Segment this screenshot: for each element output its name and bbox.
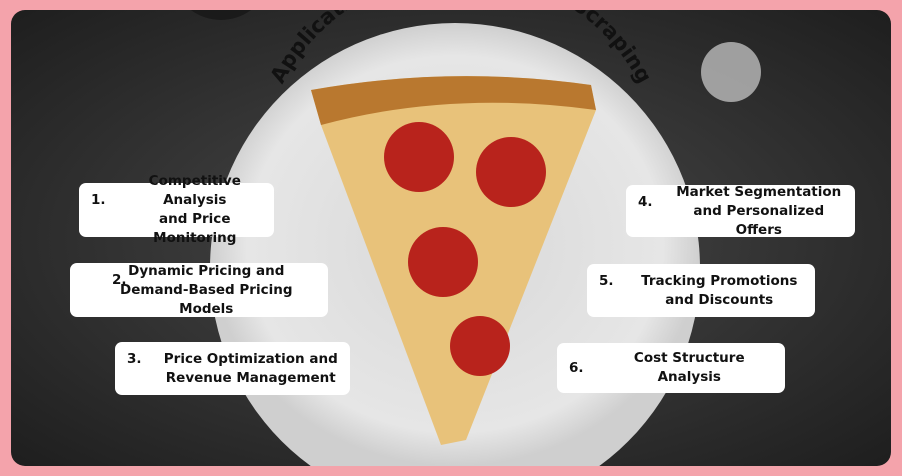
item-card-6: 6. Cost Structure Analysis (557, 343, 785, 393)
item-number: 4. (638, 194, 653, 210)
item-card-1: 1. Competitive Analysis and Price Monitor… (79, 173, 274, 246)
item-number: 2. (112, 272, 127, 288)
item-text: Price Optimization and Revenue Management (164, 350, 338, 388)
item-card-2: 2. Dynamic Pricing and Demand-Based Prici… (70, 263, 328, 317)
item-number: 6. (569, 359, 584, 376)
item-text: Cost Structure Analysis (606, 349, 773, 387)
item-line: and Personalized Offers (693, 202, 825, 238)
item-card-4: 4. Market Segmentation and Personalized O… (626, 183, 855, 240)
item-number: 3. (127, 351, 142, 367)
item-card-5: 5. Tracking Promotions and Discounts (587, 264, 815, 317)
item-line: and Price Monitoring (153, 211, 237, 246)
item-line: Cost Structure Analysis (633, 350, 745, 385)
item-line: Dynamic Pricing and (128, 262, 285, 279)
glass (191, 10, 251, 20)
item-number: 1. (91, 192, 106, 208)
item-number: 5. (599, 273, 614, 289)
item-text: Competitive Analysis and Price Monitoring (128, 172, 262, 248)
item-line: and Discounts (665, 291, 774, 308)
item-line: Revenue Management (165, 369, 336, 386)
item-text: Dynamic Pricing and Demand-Based Pricing … (97, 262, 316, 319)
item-line: Demand-Based Pricing Models (120, 281, 293, 317)
item-text: Tracking Promotions and Discounts (636, 272, 803, 310)
pizza-crust (311, 76, 596, 125)
item-text: Market Segmentation and Personalized Offe… (675, 183, 843, 240)
item-line: Competitive Analysis (148, 173, 241, 208)
pepperoni (384, 122, 546, 376)
item-card-3: 3. Price Optimization and Revenue Managem… (115, 342, 350, 395)
item-line: Tracking Promotions (641, 272, 798, 289)
item-line: Market Segmentation (676, 183, 842, 200)
item-line: Price Optimization and (163, 350, 338, 367)
shaker (701, 42, 761, 102)
infographic: Applications of Pricing Data Scraping 1.… (11, 10, 891, 466)
